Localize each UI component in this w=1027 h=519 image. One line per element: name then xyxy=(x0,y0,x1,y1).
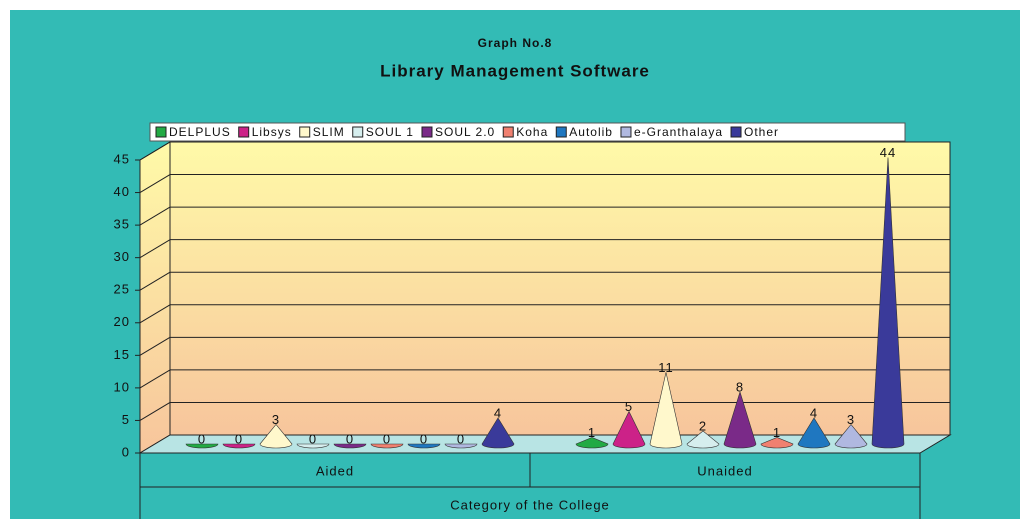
data-label: 4 xyxy=(494,405,502,420)
legend xyxy=(149,122,906,142)
y-tick-label: 20 xyxy=(114,314,130,329)
data-label: 4 xyxy=(810,405,818,420)
data-label: 0 xyxy=(420,431,428,446)
cone xyxy=(370,443,404,449)
grid-line xyxy=(139,336,171,356)
legend-swatch xyxy=(555,126,567,138)
x-tick-label: Unaided xyxy=(697,463,752,478)
cone xyxy=(296,443,330,449)
grid-line xyxy=(139,141,171,161)
y-tick-label: 10 xyxy=(114,379,130,394)
data-label: 3 xyxy=(272,412,280,427)
legend-swatch xyxy=(730,126,742,138)
legend-swatch xyxy=(299,126,311,138)
y-tick-label: 30 xyxy=(114,249,130,264)
legend-label: SOUL 1 xyxy=(366,125,414,139)
data-label: 0 xyxy=(346,431,354,446)
cone xyxy=(444,443,478,449)
cone xyxy=(686,430,720,449)
legend-swatch xyxy=(155,126,167,138)
legend-swatch xyxy=(502,126,514,138)
cone xyxy=(575,437,609,449)
data-label: 0 xyxy=(198,431,206,446)
chart-subtitle: Library Management Software xyxy=(380,61,650,80)
cone xyxy=(407,443,441,449)
y-tick-label: 40 xyxy=(114,184,130,199)
legend-label: Other xyxy=(744,125,779,139)
y-tick-label: 25 xyxy=(114,282,130,297)
legend-label: Libsys xyxy=(252,125,292,139)
legend-label: Autolib xyxy=(569,125,613,139)
cone xyxy=(481,417,515,449)
grid-line xyxy=(139,206,171,226)
legend-swatch xyxy=(421,126,433,138)
cone xyxy=(612,410,646,449)
data-label: 2 xyxy=(699,418,707,433)
legend-label: SLIM xyxy=(313,125,345,139)
legend-label: e-Granthalaya xyxy=(634,125,723,139)
legend-swatch xyxy=(620,126,632,138)
y-tick-label: 0 xyxy=(122,444,130,459)
side-wall xyxy=(139,141,171,454)
data-label: 5 xyxy=(625,399,633,414)
cone xyxy=(185,443,219,449)
legend-swatch xyxy=(352,126,364,138)
cone xyxy=(834,423,868,449)
data-label: 1 xyxy=(588,425,596,440)
data-label: 11 xyxy=(658,360,674,375)
cone xyxy=(797,417,831,449)
data-label: 44 xyxy=(880,145,896,160)
cone xyxy=(760,437,794,449)
grid-line xyxy=(139,174,171,193)
data-label: 0 xyxy=(309,431,317,446)
data-label: 1 xyxy=(773,425,781,440)
chart-title: Graph No.8 xyxy=(478,36,553,50)
grid-line xyxy=(139,369,171,389)
cone xyxy=(649,372,683,449)
legend-swatch xyxy=(238,126,250,138)
cone xyxy=(259,423,293,449)
data-label: 0 xyxy=(383,431,391,446)
grid-line xyxy=(139,402,171,421)
legend-label: Koha xyxy=(516,125,548,139)
x-tick-label: Aided xyxy=(316,463,354,478)
grid-line xyxy=(139,239,171,259)
data-label: 8 xyxy=(736,379,744,394)
cone xyxy=(871,157,905,449)
y-tick-label: 45 xyxy=(114,151,130,166)
grid-line xyxy=(139,271,171,291)
x-axis-label: Category of the College xyxy=(450,497,610,512)
back-wall xyxy=(169,141,951,436)
legend-label: SOUL 2.0 xyxy=(435,125,495,139)
y-tick-label: 35 xyxy=(114,217,130,232)
y-tick-label: 15 xyxy=(114,347,130,362)
y-tick-label: 5 xyxy=(122,412,130,427)
data-label: 0 xyxy=(235,431,243,446)
cone xyxy=(723,390,757,449)
legend-label: DELPLUS xyxy=(169,125,231,139)
cone xyxy=(222,443,256,449)
data-label: 3 xyxy=(847,412,855,427)
grid-line xyxy=(139,304,171,324)
data-label: 0 xyxy=(457,431,465,446)
cone xyxy=(333,443,367,449)
